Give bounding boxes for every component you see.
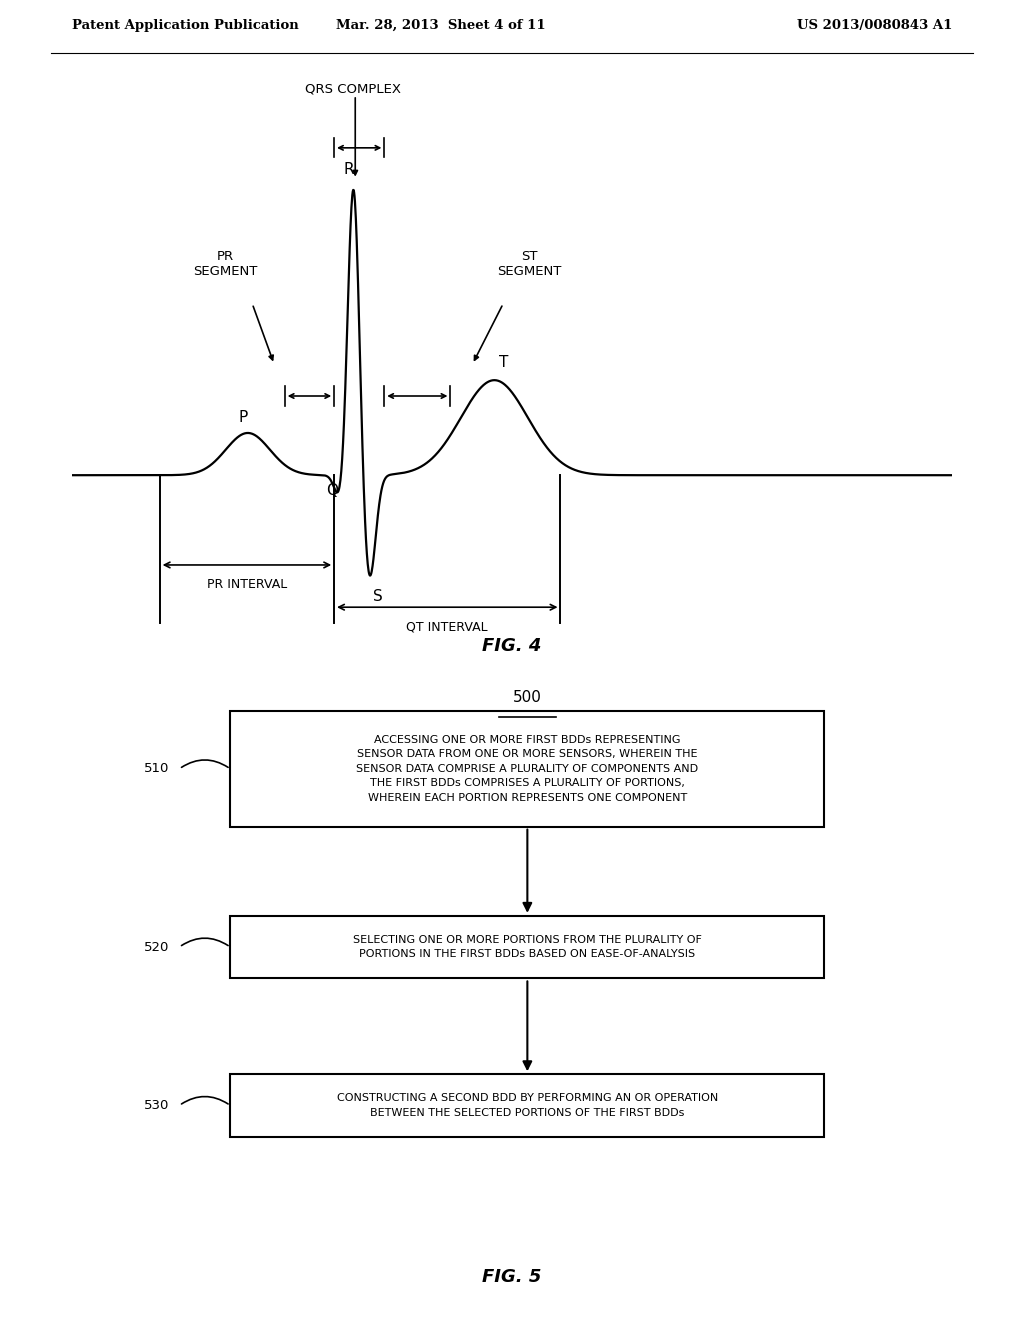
Text: PR INTERVAL: PR INTERVAL <box>207 578 287 591</box>
Text: FIG. 5: FIG. 5 <box>482 1269 542 1286</box>
Text: ACCESSING ONE OR MORE FIRST BDDs REPRESENTING
SENSOR DATA FROM ONE OR MORE SENSO: ACCESSING ONE OR MORE FIRST BDDs REPRESE… <box>356 735 698 803</box>
Text: T: T <box>499 355 508 370</box>
Text: S: S <box>373 589 383 603</box>
Text: SELECTING ONE OR MORE PORTIONS FROM THE PLURALITY OF
PORTIONS IN THE FIRST BDDs : SELECTING ONE OR MORE PORTIONS FROM THE … <box>353 935 701 960</box>
Text: 520: 520 <box>143 941 169 953</box>
Text: FIG. 4: FIG. 4 <box>482 636 542 655</box>
Text: CONSTRUCTING A SECOND BDD BY PERFORMING AN OR OPERATION
BETWEEN THE SELECTED POR: CONSTRUCTING A SECOND BDD BY PERFORMING … <box>337 1093 718 1118</box>
Text: R: R <box>344 162 354 177</box>
Text: Q: Q <box>326 483 338 498</box>
Text: Mar. 28, 2013  Sheet 4 of 11: Mar. 28, 2013 Sheet 4 of 11 <box>336 18 545 32</box>
Bar <box>230 711 824 826</box>
Text: QT INTERVAL: QT INTERVAL <box>407 620 488 634</box>
Text: 500: 500 <box>513 689 542 705</box>
Text: ST
SEGMENT: ST SEGMENT <box>498 249 562 279</box>
Text: 510: 510 <box>143 763 169 775</box>
Text: QRS COMPLEX: QRS COMPLEX <box>305 82 401 95</box>
Text: US 2013/0080843 A1: US 2013/0080843 A1 <box>797 18 952 32</box>
Text: Patent Application Publication: Patent Application Publication <box>72 18 298 32</box>
Bar <box>230 916 824 978</box>
Text: 530: 530 <box>143 1100 169 1111</box>
Text: PR
SEGMENT: PR SEGMENT <box>194 249 258 279</box>
Text: P: P <box>239 411 248 425</box>
Bar <box>230 1074 824 1137</box>
